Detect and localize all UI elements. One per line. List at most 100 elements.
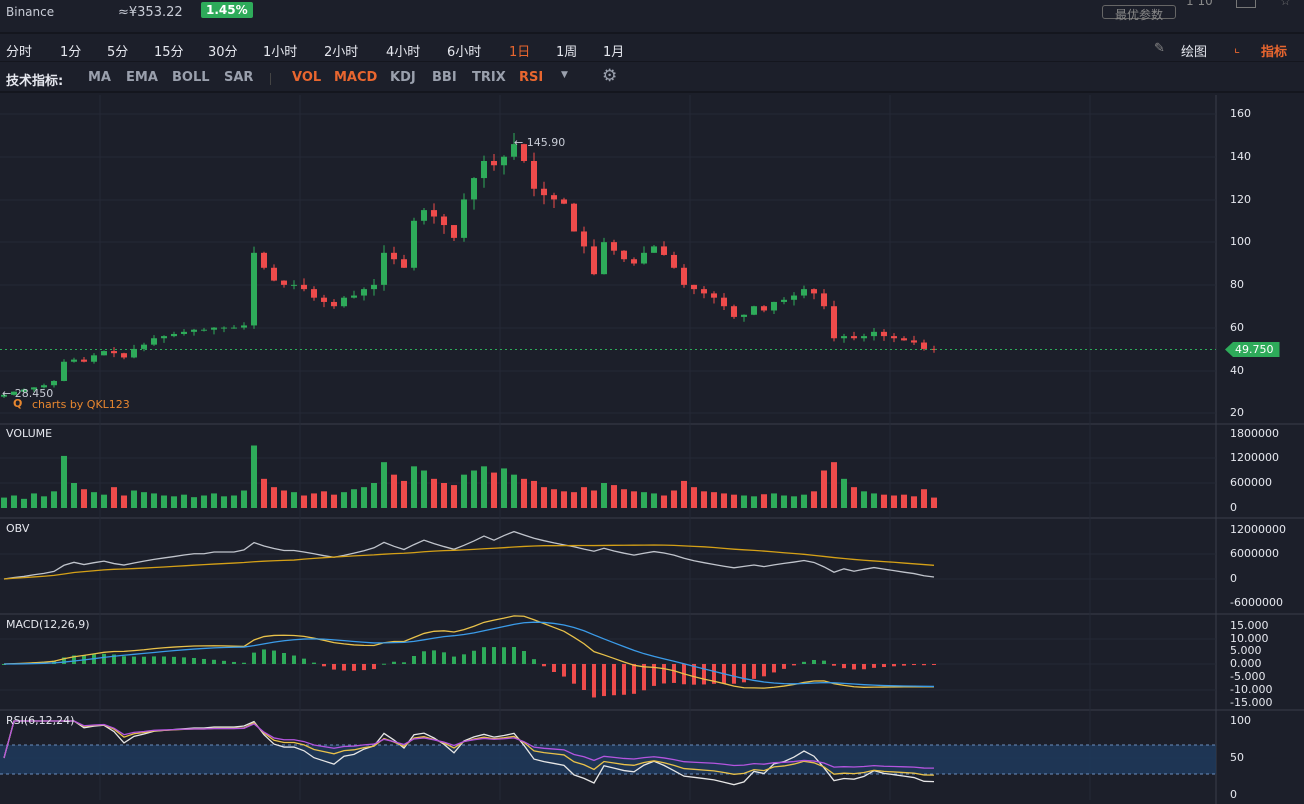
axis-tick-label: -10.000 bbox=[1230, 683, 1273, 696]
settings-gear-icon[interactable]: ⚙ bbox=[602, 66, 618, 86]
interval-tab[interactable]: 15分 bbox=[154, 45, 184, 60]
macd-histogram-bar bbox=[342, 664, 346, 671]
candle bbox=[21, 389, 27, 392]
candle bbox=[91, 355, 97, 362]
macd-histogram-bar bbox=[612, 664, 616, 696]
candle bbox=[861, 336, 867, 339]
volume-bar bbox=[201, 495, 207, 508]
candle bbox=[361, 289, 367, 296]
volume-bar bbox=[291, 492, 297, 508]
indicator-toggle[interactable]: EMA bbox=[126, 70, 158, 85]
interval-tab[interactable]: 6小时 bbox=[447, 45, 482, 60]
macd-histogram-bar bbox=[482, 647, 486, 664]
macd-histogram-bar bbox=[222, 660, 226, 664]
candle bbox=[811, 289, 817, 294]
macd-histogram-bar bbox=[912, 664, 916, 666]
volume-bar bbox=[521, 478, 527, 508]
indicator-toggle[interactable]: BBI bbox=[432, 70, 457, 85]
interval-tab[interactable]: 1月 bbox=[603, 45, 625, 60]
chart-icon[interactable]: ⌞ bbox=[1234, 41, 1241, 56]
volume-bar bbox=[531, 480, 537, 508]
candle bbox=[681, 267, 687, 285]
interval-tab[interactable]: 1日 bbox=[509, 45, 531, 60]
macd-histogram-bar bbox=[302, 658, 306, 664]
macd-histogram-bar bbox=[412, 656, 416, 664]
indicator-toggle[interactable]: SAR bbox=[224, 70, 254, 85]
macd-histogram-bar bbox=[822, 660, 826, 664]
macd-histogram-bar bbox=[542, 664, 546, 667]
macd-histogram-bar bbox=[842, 664, 846, 669]
macd-histogram-bar bbox=[282, 652, 286, 664]
screenshot-icon[interactable] bbox=[1236, 0, 1256, 8]
interval-tab[interactable]: 2小时 bbox=[324, 45, 359, 60]
candle bbox=[251, 252, 257, 326]
macd-histogram-bar bbox=[142, 656, 146, 664]
axis-tick-label: 0 bbox=[1230, 572, 1237, 585]
volume-bar bbox=[411, 466, 417, 508]
interval-tab[interactable]: 分时 bbox=[6, 45, 33, 60]
pen-icon[interactable]: ✎ bbox=[1154, 41, 1165, 56]
indicator-toggle[interactable]: RSI bbox=[519, 70, 544, 85]
candle bbox=[511, 144, 517, 157]
volume-bar bbox=[751, 496, 757, 508]
axis-tick-label: 6000000 bbox=[1230, 547, 1279, 560]
interval-tab[interactable]: 30分 bbox=[208, 45, 238, 60]
indicator-toggle[interactable]: KDJ bbox=[390, 70, 416, 85]
axis-tick-label: 160 bbox=[1230, 107, 1251, 120]
interval-tab[interactable]: 4小时 bbox=[386, 45, 421, 60]
volume-bar bbox=[211, 493, 217, 508]
candle bbox=[311, 289, 317, 298]
macd-histogram-bar bbox=[382, 663, 386, 665]
indicator-toggle[interactable]: MA bbox=[88, 70, 111, 85]
volume-bar bbox=[731, 494, 737, 508]
candle bbox=[41, 385, 47, 388]
interval-tab[interactable]: 1小时 bbox=[263, 45, 298, 60]
candle bbox=[691, 284, 697, 290]
draw-button[interactable]: 绘图 bbox=[1181, 45, 1208, 60]
kline-chart[interactable] bbox=[0, 95, 1304, 804]
volume-bar bbox=[601, 483, 607, 508]
candle bbox=[141, 344, 147, 349]
interval-tab[interactable]: 5分 bbox=[107, 45, 129, 60]
volume-bar bbox=[651, 493, 657, 508]
volume-bar bbox=[881, 494, 887, 508]
macd-histogram-bar bbox=[762, 664, 766, 677]
macd-histogram-bar bbox=[522, 651, 526, 664]
candle bbox=[101, 351, 107, 356]
macd-histogram-bar bbox=[132, 656, 136, 664]
macd-histogram-bar bbox=[872, 664, 876, 668]
interval-tab[interactable]: 1分 bbox=[60, 45, 82, 60]
obv-line bbox=[3, 530, 935, 580]
macd-histogram-bar bbox=[592, 664, 596, 698]
volume-bar bbox=[391, 474, 397, 508]
macd-histogram-bar bbox=[122, 656, 126, 664]
more-dropdown-icon[interactable]: ▼ bbox=[561, 70, 568, 80]
indicator-toggle[interactable]: VOL bbox=[292, 70, 322, 85]
candle bbox=[611, 242, 617, 251]
volume-bar bbox=[581, 487, 587, 508]
indicator-toggle[interactable]: TRIX bbox=[472, 70, 506, 85]
bookmark-icon[interactable]: ☆ bbox=[1280, 0, 1291, 8]
volume-bar bbox=[641, 492, 647, 508]
volume-bar bbox=[671, 490, 677, 508]
macd-histogram-bar bbox=[72, 655, 76, 664]
candle bbox=[341, 297, 347, 307]
volume-bar bbox=[841, 478, 847, 508]
indicators-button[interactable]: 指标 bbox=[1261, 45, 1288, 60]
candle bbox=[31, 387, 37, 390]
interval-tab[interactable]: 1周 bbox=[556, 45, 578, 60]
macd-histogram-bar bbox=[402, 662, 406, 664]
candle bbox=[291, 284, 297, 286]
volume-bar bbox=[801, 494, 807, 508]
indicator-toggle[interactable]: MACD bbox=[334, 70, 378, 85]
macd-histogram-bar bbox=[192, 657, 196, 664]
volume-bar bbox=[481, 466, 487, 508]
optimal-params-button[interactable]: 最优参数 bbox=[1102, 5, 1177, 22]
change-badge: 1.45% bbox=[201, 2, 253, 18]
candle bbox=[841, 336, 847, 339]
macd-histogram-bar bbox=[452, 656, 456, 664]
macd-histogram-bar bbox=[182, 657, 186, 664]
indicator-toggle[interactable]: BOLL bbox=[172, 70, 210, 85]
macd-histogram-bar bbox=[772, 664, 776, 673]
volume-bar bbox=[261, 478, 267, 508]
